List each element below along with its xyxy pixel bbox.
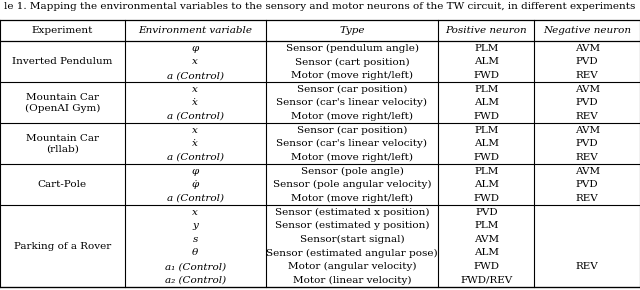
Text: φ: φ — [191, 167, 199, 176]
Text: Motor (move right/left): Motor (move right/left) — [291, 112, 413, 121]
Text: Negative neuron: Negative neuron — [543, 26, 631, 35]
Text: Cart-Pole: Cart-Pole — [38, 180, 87, 189]
Text: REV: REV — [576, 112, 598, 121]
Text: Motor (angular velocity): Motor (angular velocity) — [288, 262, 416, 271]
Text: FWD/REV: FWD/REV — [460, 276, 513, 285]
Text: REV: REV — [576, 194, 598, 203]
Text: s: s — [193, 235, 198, 244]
Text: Positive neuron: Positive neuron — [445, 26, 527, 35]
Text: Motor (move right/left): Motor (move right/left) — [291, 153, 413, 162]
Text: FWD: FWD — [474, 194, 499, 203]
Text: ẋ: ẋ — [192, 139, 198, 148]
Text: Type: Type — [339, 26, 365, 35]
Text: x: x — [192, 126, 198, 135]
Text: φ: φ — [191, 44, 199, 53]
Text: PVD: PVD — [576, 180, 598, 189]
Text: Motor (move right/left): Motor (move right/left) — [291, 71, 413, 80]
Text: PLM: PLM — [474, 126, 499, 135]
Text: AVM: AVM — [575, 167, 600, 176]
Text: PLM: PLM — [474, 85, 499, 94]
Text: ẋ: ẋ — [192, 98, 198, 107]
Text: Parking of a Rover: Parking of a Rover — [14, 242, 111, 251]
Text: Sensor (car's linear velocity): Sensor (car's linear velocity) — [276, 98, 428, 107]
Text: Sensor (estimated y position): Sensor (estimated y position) — [275, 221, 429, 230]
Text: a (Control): a (Control) — [166, 112, 224, 121]
Text: a (Control): a (Control) — [166, 71, 224, 80]
Text: REV: REV — [576, 153, 598, 162]
Text: ALM: ALM — [474, 139, 499, 148]
Text: x: x — [192, 57, 198, 66]
Text: Mountain Car
(rllab): Mountain Car (rllab) — [26, 134, 99, 153]
Text: Motor (move right/left): Motor (move right/left) — [291, 194, 413, 203]
Text: PLM: PLM — [474, 167, 499, 176]
Text: Sensor (pole angular velocity): Sensor (pole angular velocity) — [273, 180, 431, 189]
Text: a₁ (Control): a₁ (Control) — [164, 262, 226, 271]
Text: FWD: FWD — [474, 71, 499, 80]
Text: Mountain Car
(OpenAI Gym): Mountain Car (OpenAI Gym) — [25, 93, 100, 113]
Text: PVD: PVD — [475, 208, 498, 217]
Text: REV: REV — [576, 71, 598, 80]
Text: PVD: PVD — [576, 98, 598, 107]
Text: PLM: PLM — [474, 44, 499, 53]
Text: ALM: ALM — [474, 57, 499, 66]
Text: a (Control): a (Control) — [166, 153, 224, 162]
Text: Sensor (pendulum angle): Sensor (pendulum angle) — [285, 44, 419, 53]
Text: x: x — [192, 85, 198, 94]
Text: Sensor (car's linear velocity): Sensor (car's linear velocity) — [276, 139, 428, 148]
Text: AVM: AVM — [575, 85, 600, 94]
Text: φ̇: φ̇ — [191, 180, 199, 189]
Text: ALM: ALM — [474, 180, 499, 189]
Text: Sensor (cart position): Sensor (cart position) — [294, 57, 410, 66]
Text: Sensor (estimated x position): Sensor (estimated x position) — [275, 207, 429, 217]
Text: Experiment: Experiment — [32, 26, 93, 35]
Text: Sensor (car position): Sensor (car position) — [297, 85, 407, 94]
Text: Sensor (pole angle): Sensor (pole angle) — [301, 166, 403, 176]
Text: x: x — [192, 208, 198, 217]
Text: le 1. Mapping the environmental variables to the sensory and motor neurons of th: le 1. Mapping the environmental variable… — [4, 2, 636, 12]
Text: a₂ (Control): a₂ (Control) — [164, 276, 226, 285]
Text: Inverted Pendulum: Inverted Pendulum — [12, 57, 113, 66]
Text: FWD: FWD — [474, 153, 499, 162]
Text: y: y — [192, 221, 198, 230]
Text: AVM: AVM — [575, 126, 600, 135]
Text: a (Control): a (Control) — [166, 194, 224, 203]
Text: AVM: AVM — [474, 235, 499, 244]
Text: Environment variable: Environment variable — [138, 26, 252, 35]
Text: REV: REV — [576, 262, 598, 271]
Text: PVD: PVD — [576, 139, 598, 148]
Text: FWD: FWD — [474, 262, 499, 271]
Text: AVM: AVM — [575, 44, 600, 53]
Text: PVD: PVD — [576, 57, 598, 66]
Text: ALM: ALM — [474, 249, 499, 258]
Text: ALM: ALM — [474, 98, 499, 107]
Text: Motor (linear velocity): Motor (linear velocity) — [292, 276, 412, 285]
Text: PLM: PLM — [474, 221, 499, 230]
Text: Sensor(start signal): Sensor(start signal) — [300, 235, 404, 244]
Text: Sensor (estimated angular pose): Sensor (estimated angular pose) — [266, 249, 438, 258]
Text: FWD: FWD — [474, 112, 499, 121]
Text: Sensor (car position): Sensor (car position) — [297, 126, 407, 135]
Text: θ: θ — [192, 249, 198, 258]
